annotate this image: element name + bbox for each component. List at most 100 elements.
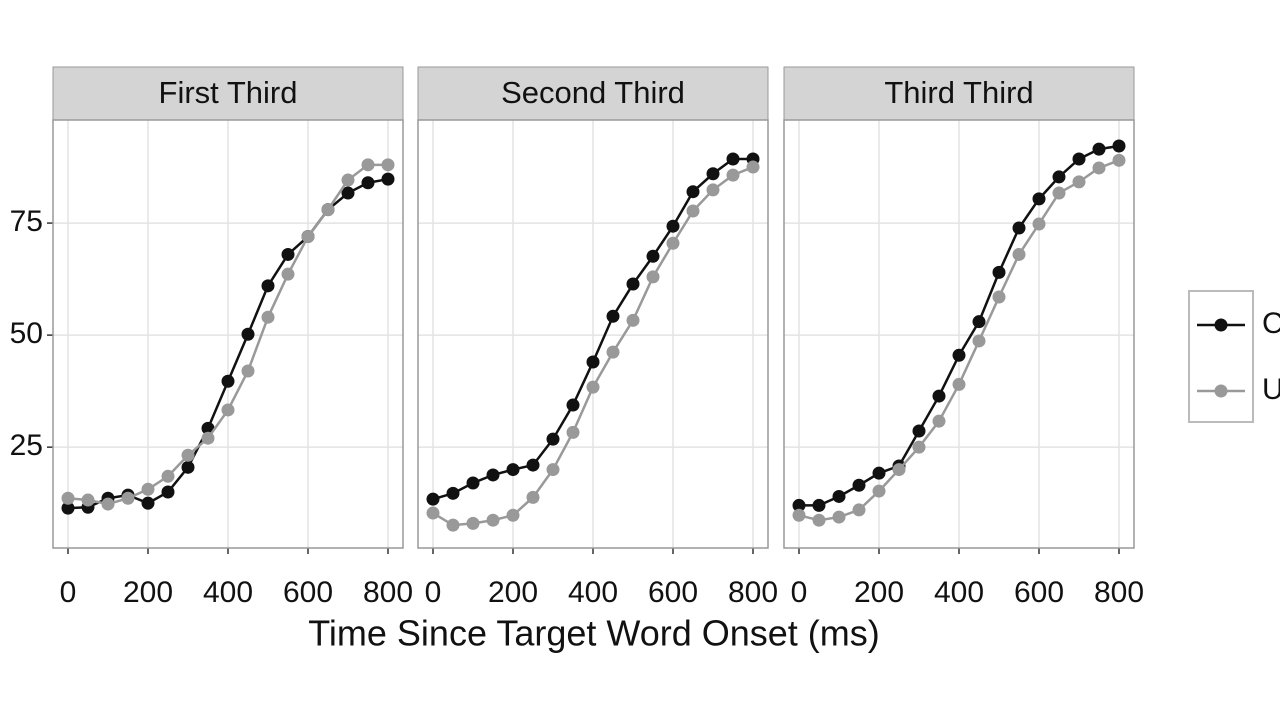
x-tick-label: 400 (934, 576, 984, 609)
data-point (812, 498, 826, 512)
x-tick-label: 600 (648, 576, 698, 609)
data-point (261, 279, 275, 293)
data-point (646, 249, 660, 263)
data-point (606, 309, 620, 323)
data-point (586, 380, 600, 394)
legend-key-point (1214, 384, 1228, 398)
x-axis-title: Time Since Target Word Onset (ms) (308, 613, 880, 654)
data-point (486, 468, 500, 482)
data-point (852, 503, 866, 517)
data-point (381, 158, 395, 172)
data-point (466, 476, 480, 490)
data-point (1052, 186, 1066, 200)
data-point (61, 491, 75, 505)
data-point (586, 355, 600, 369)
data-point (832, 510, 846, 524)
data-point (61, 501, 75, 515)
data-point (361, 158, 375, 172)
data-point (1012, 221, 1026, 235)
legend-label: C (1262, 307, 1280, 340)
panel-border (783, 119, 1135, 549)
legend-key-point (1214, 318, 1228, 332)
data-point (1092, 142, 1106, 156)
data-point (486, 513, 500, 527)
data-point (972, 315, 986, 329)
strip-label: Third Third (884, 75, 1033, 110)
data-point (526, 490, 540, 504)
data-point (341, 186, 355, 200)
data-point (526, 458, 540, 472)
data-point (892, 463, 906, 477)
data-point (466, 516, 480, 530)
data-point (81, 493, 95, 507)
x-tick-label: 800 (363, 576, 413, 609)
panel-border (417, 119, 769, 549)
data-point (546, 432, 560, 446)
data-point (1052, 170, 1066, 184)
data-point (321, 203, 335, 217)
data-point (746, 160, 760, 174)
data-point (1012, 247, 1026, 261)
data-point (932, 389, 946, 403)
x-tick-label: 600 (283, 576, 333, 609)
data-point (281, 267, 295, 281)
data-point (506, 463, 520, 477)
legend-label: U (1262, 373, 1280, 406)
data-point (792, 508, 806, 522)
data-point (686, 185, 700, 199)
data-point (912, 424, 926, 438)
data-point (381, 172, 395, 186)
strip-label: First Third (159, 75, 298, 110)
data-point (792, 498, 806, 512)
x-tick-label: 200 (123, 576, 173, 609)
y-tick-label: 25 (10, 429, 43, 462)
data-point (546, 463, 560, 477)
y-tick-label: 75 (10, 205, 43, 238)
data-point (1092, 161, 1106, 175)
x-tick-label: 0 (60, 576, 77, 609)
data-point (221, 403, 235, 417)
strip (783, 66, 1135, 121)
data-point (932, 414, 946, 428)
y-tick-label: 50 (10, 317, 43, 350)
data-point (706, 167, 720, 181)
x-tick-label: 400 (203, 576, 253, 609)
data-point (812, 513, 826, 527)
data-point (341, 173, 355, 187)
data-point (872, 484, 886, 498)
data-point (1112, 139, 1126, 153)
data-point (221, 374, 235, 388)
data-point (706, 183, 720, 197)
data-point (261, 310, 275, 324)
data-point (726, 152, 740, 166)
data-point (181, 460, 195, 474)
data-point (606, 345, 620, 359)
x-tick-label: 0 (425, 576, 442, 609)
x-tick-label: 600 (1014, 576, 1064, 609)
data-point (241, 327, 255, 341)
data-point (1032, 217, 1046, 231)
data-point (1032, 192, 1046, 206)
data-point (972, 334, 986, 348)
x-tick-label: 400 (568, 576, 618, 609)
data-point (952, 348, 966, 362)
data-point (241, 364, 255, 378)
data-point (726, 168, 740, 182)
data-point (1072, 152, 1086, 166)
data-point (992, 265, 1006, 279)
x-tick-label: 0 (791, 576, 808, 609)
data-point (686, 204, 700, 218)
data-point (666, 236, 680, 250)
data-point (181, 448, 195, 462)
data-point (566, 425, 580, 439)
data-point (141, 482, 155, 496)
x-tick-label: 200 (854, 576, 904, 609)
strip (417, 66, 769, 121)
x-tick-label: 800 (728, 576, 778, 609)
data-point (446, 486, 460, 500)
strip (52, 66, 404, 121)
data-point (992, 290, 1006, 304)
data-point (281, 247, 295, 261)
